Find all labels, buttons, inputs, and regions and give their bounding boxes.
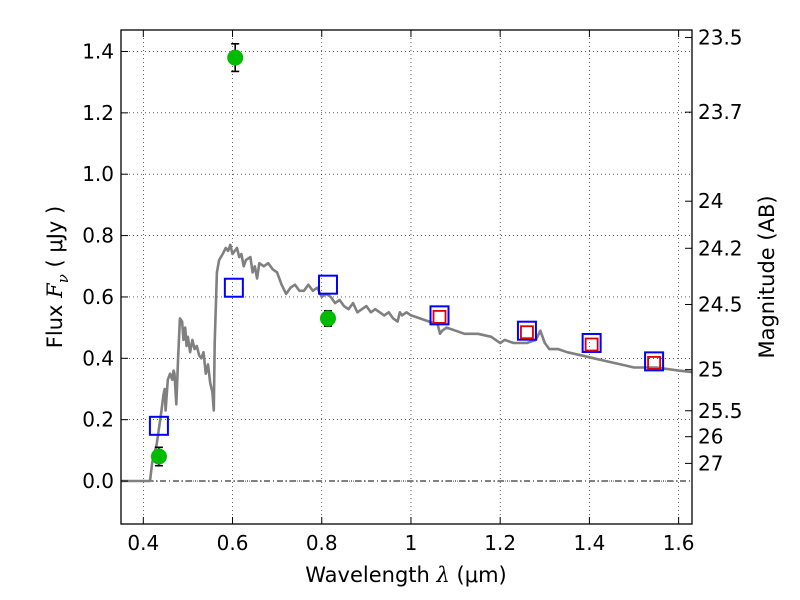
y-axis-label: Flux Fν ( μJy )	[43, 206, 72, 348]
x-axis-label: Wavelength λ (μm)	[305, 563, 506, 587]
y-tick-label: 1.2	[82, 101, 114, 125]
green-observed-point	[227, 49, 244, 66]
x-tick-label: 1.2	[484, 531, 516, 555]
plot-frame	[120, 29, 693, 525]
y-tick-label: 0.4	[82, 346, 114, 370]
y-tick-label: 0.6	[82, 285, 114, 309]
red-square-point	[520, 325, 534, 340]
x-tick-label: 1.6	[663, 531, 695, 555]
blue-square-point	[581, 332, 602, 353]
x-tick-label: 0.8	[306, 531, 338, 555]
red-square-point	[584, 337, 599, 352]
mag-tick-label: 24.5	[698, 292, 743, 316]
data-layer	[121, 43, 692, 483]
mag-tick-label: 24.2	[698, 236, 743, 260]
y2-axis-label: Magnitude (AB)	[755, 195, 779, 358]
red-square-point	[432, 309, 447, 324]
green-observed-point	[150, 448, 167, 465]
mag-tick-label: 23.5	[698, 26, 743, 50]
y-tick-label: 0.8	[82, 224, 114, 248]
mag-tick-label: 23.7	[698, 100, 743, 124]
grid	[121, 30, 692, 524]
x-tick-label: 0.6	[217, 531, 249, 555]
blue-square-point	[148, 415, 169, 436]
y-tick-label: 0.0	[82, 469, 114, 493]
y-tick-label: 1.4	[82, 39, 114, 63]
mag-tick-label: 25.5	[698, 399, 743, 423]
blue-square-point	[516, 320, 537, 341]
y-tick-label: 1.0	[82, 162, 114, 186]
mag-tick-label: 24	[698, 189, 723, 213]
ticks: 0.4 0.6 0.8 1 1.2 1.4 1.6 0.0 0.2 0.4 0.6 0.8 1.0 1.2…	[82, 26, 742, 555]
blue-square-point	[223, 277, 244, 298]
blue-square-point	[644, 351, 665, 372]
x-tick-label: 1	[405, 531, 418, 555]
x-tick-label: 0.4	[127, 531, 159, 555]
green-observed-point	[319, 310, 336, 327]
y-tick-label: 0.2	[82, 408, 114, 432]
blue-square-point	[429, 305, 450, 326]
mag-tick-label: 27	[698, 451, 723, 475]
x-tick-label: 1.4	[573, 531, 605, 555]
mag-tick-label: 26	[698, 425, 723, 449]
sed-model-line	[121, 243, 692, 483]
red-square-point	[647, 356, 661, 370]
blue-square-point	[317, 274, 338, 295]
mag-tick-label: 25	[698, 358, 723, 382]
